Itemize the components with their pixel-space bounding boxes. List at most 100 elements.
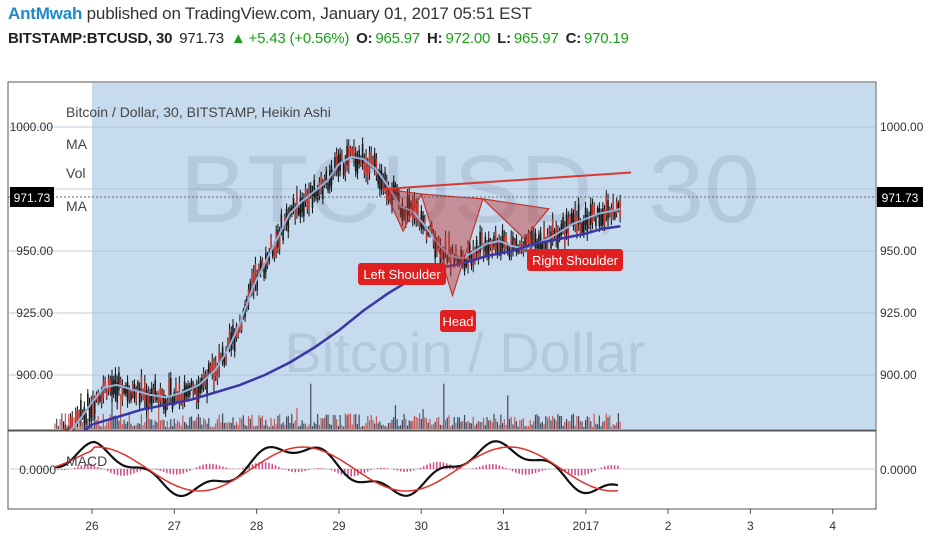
macd-zero-right: 0.0000: [880, 463, 917, 477]
author-link[interactable]: AntMwah: [8, 4, 83, 23]
candle-body: [278, 232, 281, 250]
head-text: Head: [442, 314, 473, 329]
candle-body: [584, 207, 587, 225]
candle-body: [327, 183, 329, 191]
candle-body: [163, 394, 165, 410]
candle-body: [406, 195, 409, 216]
candle-body: [315, 191, 317, 199]
candle-body: [316, 188, 319, 200]
candle-body: [342, 164, 345, 176]
candle-body: [228, 329, 231, 347]
candle-body: [570, 211, 573, 223]
candle-body: [304, 188, 307, 203]
candle-body: [472, 246, 475, 266]
candle-body: [123, 387, 125, 394]
right-shoulder-label: Right Shoulder: [527, 249, 623, 271]
candle-body: [595, 217, 597, 227]
candle-body: [382, 177, 385, 191]
neckline: [384, 171, 632, 190]
candle-body: [360, 157, 362, 165]
candle-body: [363, 158, 366, 174]
candle-body: [341, 151, 343, 159]
candle-body: [259, 260, 262, 274]
candle-body: [252, 271, 255, 293]
candle-body: [97, 392, 99, 403]
candle-body: [323, 177, 326, 186]
candle-body: [112, 380, 115, 394]
symbol-label: BITSTAMP:BTCUSD, 30: [8, 30, 173, 47]
candle-body: [301, 197, 303, 213]
pattern-triangle: [481, 198, 550, 240]
candle-body: [456, 257, 459, 265]
x-axis[interactable]: 26 27 28 29 30 31 2017 2 3 4: [85, 509, 836, 533]
candle-body: [349, 147, 352, 155]
candle-body: [197, 382, 200, 403]
candle-body: [90, 401, 93, 418]
y-tick-label: 950.00: [880, 244, 917, 258]
y-tick-label: 900.00: [16, 368, 53, 382]
y-axis-left[interactable]: 1000.00 950.00 925.00 900.00: [10, 120, 54, 382]
candle-body: [487, 238, 490, 259]
close-label: C:: [565, 30, 582, 47]
candle-body: [76, 410, 79, 423]
candle-body: [410, 202, 412, 209]
candle-body: [455, 247, 457, 259]
candle-body: [306, 193, 309, 209]
candle-body: [154, 379, 157, 397]
candle-body: [569, 215, 571, 223]
x-tick-label: 28: [250, 519, 264, 533]
macd-label: MACD: [66, 453, 107, 469]
close-value: 970.19: [584, 30, 629, 47]
candle-body: [318, 181, 321, 196]
candle-body: [104, 379, 106, 390]
low-label: L:: [497, 30, 511, 47]
candle-body: [187, 384, 189, 398]
legend-title: Bitcoin / Dollar, 30, BITSTAMP, Heikin A…: [66, 104, 331, 120]
candle-body: [346, 145, 348, 166]
candle-body: [467, 247, 469, 267]
candle-body: [299, 196, 302, 217]
candle-body: [500, 240, 502, 256]
candle-body: [195, 385, 198, 404]
candle-body: [152, 387, 155, 400]
candle-body: [156, 393, 158, 401]
candle-body: [482, 247, 485, 259]
candle-body: [572, 213, 575, 227]
last-price-badge-left: 971.73: [10, 187, 54, 207]
candle-body: [201, 377, 203, 390]
candle-body: [144, 381, 146, 403]
candle-body: [322, 184, 324, 200]
candle-body: [263, 269, 265, 279]
macd-pane-frame: [7, 430, 877, 510]
candle-body: [261, 260, 264, 269]
candle-body: [207, 363, 210, 374]
candle-body: [335, 153, 338, 171]
y-axis-right[interactable]: 1000.00 950.00 925.00 900.00: [880, 120, 924, 382]
candle-body: [190, 380, 193, 389]
candle-body: [85, 413, 87, 425]
candle-body: [256, 274, 258, 291]
candle-body: [83, 406, 86, 423]
candle-body: [534, 233, 537, 248]
candle-body: [209, 364, 212, 373]
candle-body: [581, 222, 583, 233]
ma-slow-line: [54, 224, 621, 451]
price-change: +5.43 (+0.56%): [248, 30, 350, 47]
candle-body: [615, 201, 618, 214]
candle-body: [576, 216, 578, 234]
head-shoulders-pattern: [383, 171, 632, 298]
candle-body: [565, 214, 568, 234]
candle-body: [361, 143, 364, 164]
candle-body: [194, 386, 196, 394]
candle-body: [226, 339, 229, 346]
candle-body: [128, 388, 131, 400]
x-tick-label: 27: [168, 519, 182, 533]
candle-body: [515, 238, 518, 252]
candle-body: [543, 226, 545, 245]
candle-body: [379, 170, 381, 190]
candle-body: [74, 411, 77, 422]
candle-body: [553, 230, 556, 237]
candle-body: [579, 221, 582, 234]
x-tick-label: 29: [332, 519, 346, 533]
